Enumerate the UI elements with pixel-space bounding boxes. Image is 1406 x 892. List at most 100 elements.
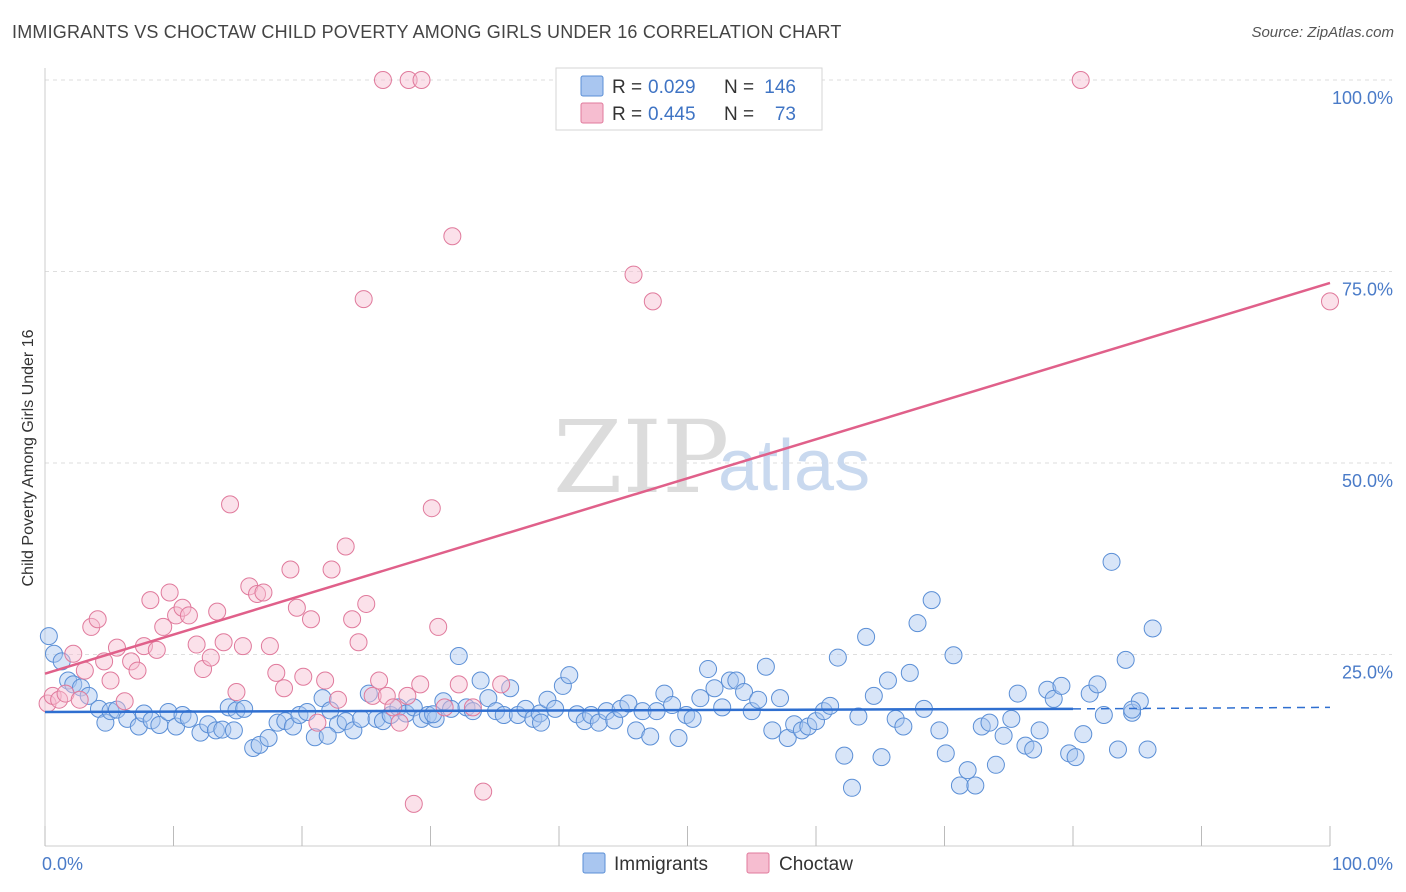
point-choctaw [147,640,166,659]
point-immigrants [994,726,1013,745]
point-immigrants [179,709,198,728]
point-choctaw [412,71,431,89]
point-immigrants [713,698,732,717]
point-choctaw [88,610,107,629]
point-immigrants [553,676,572,695]
point-choctaw [398,686,417,705]
y-tick-label: 25.0% [1342,663,1393,683]
point-choctaw [377,686,396,705]
point-immigrants [958,761,977,780]
point-choctaw [301,610,320,629]
point-immigrants [1080,684,1099,703]
point-immigrants [699,660,718,679]
point-immigrants [1024,740,1043,759]
point-choctaw [373,71,392,89]
point-immigrants [44,644,63,663]
point-choctaw [64,644,83,663]
point-immigrants [546,699,565,718]
point-choctaw [384,698,403,717]
legend-r-value-immigrants: 0.029 [648,77,696,98]
point-choctaw [275,679,294,698]
point-immigrants [735,683,754,702]
point-choctaw [328,690,347,709]
legend-r-label-immigrants: R = [612,77,642,98]
point-immigrants [966,776,985,795]
point-choctaw [1321,292,1339,311]
point-immigrants [79,686,98,705]
point-immigrants [235,699,254,718]
trend-line-immigrants [44,707,1074,714]
point-choctaw [287,598,306,617]
legend-n-label-choctaw: N = [724,104,754,125]
point-immigrants [501,679,520,698]
y-tick-label: 100.0% [1332,88,1393,108]
legend-n-label-immigrants: N = [724,77,754,98]
point-choctaw [179,606,198,625]
point-immigrants [828,648,847,667]
point-immigrants [318,726,337,745]
point-immigrants [1116,650,1135,669]
chart-title: IMMIGRANTS VS CHOCTAW CHILD POVERTY AMON… [12,22,842,42]
point-choctaw [643,292,662,311]
point-choctaw [624,265,643,284]
point-choctaw [363,686,382,705]
point-choctaw [308,713,327,732]
point-immigrants [669,728,688,747]
point-choctaw [173,598,192,617]
point-choctaw [404,794,423,813]
point-immigrants [1108,740,1127,759]
point-immigrants [1088,675,1107,694]
point-choctaw [294,667,313,686]
point-immigrants [1030,721,1049,740]
point-choctaw [187,635,206,654]
point-immigrants [449,647,468,666]
point-immigrants [986,755,1005,774]
point-immigrants [1138,740,1157,759]
point-immigrants [742,702,761,721]
point-immigrants [922,591,941,610]
point-immigrants [1123,700,1142,719]
point-immigrants [720,671,739,690]
point-immigrants [1143,619,1162,638]
point-immigrants [134,704,153,723]
correlation-legend: R = 0.029 N = 146 R = 0.445 N = 73 [555,67,823,131]
point-choctaw [349,633,368,652]
data-points [38,71,1339,813]
watermark-zip: ZIP [553,399,729,516]
point-choctaw [128,661,147,680]
point-immigrants [864,686,883,705]
point-immigrants [705,679,724,698]
point-immigrants [538,690,557,709]
legend-n-value-immigrants: 146 [764,77,796,98]
point-choctaw [70,690,89,709]
point-choctaw [370,671,389,690]
point-immigrants [284,717,303,736]
point-choctaw [233,637,252,656]
point-choctaw [214,633,233,652]
point-immigrants [683,709,702,728]
point-choctaw [248,584,267,603]
point-immigrants [849,707,868,726]
point-immigrants [944,646,963,665]
point-choctaw [154,617,173,636]
point-immigrants [268,713,287,732]
point-choctaw [429,617,448,636]
point-immigrants [807,712,825,731]
point-immigrants [930,721,949,740]
point-choctaw [201,648,220,667]
point-choctaw [208,602,227,621]
point-choctaw [260,637,279,656]
trend-line-immigrants-extension [1072,706,1331,710]
point-choctaw [141,591,160,610]
series-legend: Immigrants Choctaw [582,852,853,875]
point-immigrants [691,689,710,708]
point-choctaw [449,675,468,694]
trend-lines [44,281,1331,714]
point-immigrants [259,728,278,747]
point-immigrants [763,721,782,740]
point-immigrants [950,776,969,795]
point-immigrants [641,727,660,746]
point-immigrants [894,717,913,736]
